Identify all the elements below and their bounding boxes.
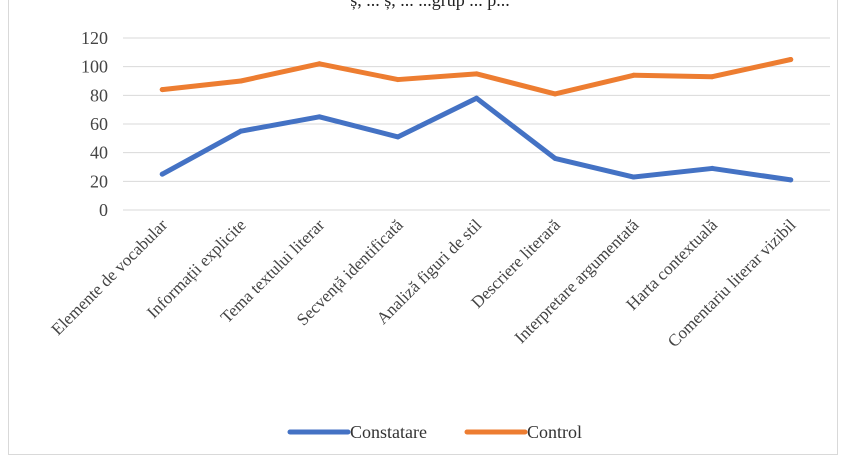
y-tick-label-40: 40 xyxy=(90,143,108,163)
data-point-control xyxy=(238,78,244,84)
y-tick-label-60: 60 xyxy=(90,114,108,134)
y-tick-label-100: 100 xyxy=(81,57,108,77)
y-tick-label-20: 20 xyxy=(90,171,108,191)
y-tick-label-0: 0 xyxy=(99,200,108,220)
data-point-constatare xyxy=(395,134,401,140)
y-tick-label-80: 80 xyxy=(90,85,108,105)
x-category-label: Comentariu literar vizibil xyxy=(664,215,800,351)
cropped-header-text: ș, ... ș, ... ...grup ... p... xyxy=(350,0,510,10)
data-point-constatare xyxy=(709,165,715,171)
data-point-control xyxy=(631,72,637,78)
data-point-constatare xyxy=(631,174,637,180)
data-point-control xyxy=(552,91,558,97)
data-point-control xyxy=(395,77,401,83)
legend-label-constatare: Constatare xyxy=(350,422,427,442)
legend: Constatare Control xyxy=(287,422,582,442)
data-point-control xyxy=(316,61,322,67)
chart-frame xyxy=(8,0,838,455)
data-point-control xyxy=(788,57,794,62)
data-point-control xyxy=(709,74,715,80)
y-tick-label-120: 120 xyxy=(81,28,108,48)
data-point-constatare xyxy=(238,128,244,134)
gridlines xyxy=(123,37,830,211)
data-point-constatare xyxy=(316,114,322,120)
y-axis-ticks: 0 20 40 60 80 100 120 xyxy=(81,28,108,220)
data-point-constatare xyxy=(474,95,479,101)
series-line-control xyxy=(159,57,794,97)
data-point-control xyxy=(474,71,479,77)
series-lines xyxy=(159,57,794,183)
x-category-label: Elemente de vocabular xyxy=(48,215,172,339)
legend-label-control: Control xyxy=(527,422,582,442)
series-line-constatare xyxy=(159,95,794,183)
data-point-constatare xyxy=(788,177,794,183)
data-point-constatare xyxy=(552,155,558,161)
data-point-control xyxy=(159,87,165,93)
data-point-constatare xyxy=(159,171,165,177)
